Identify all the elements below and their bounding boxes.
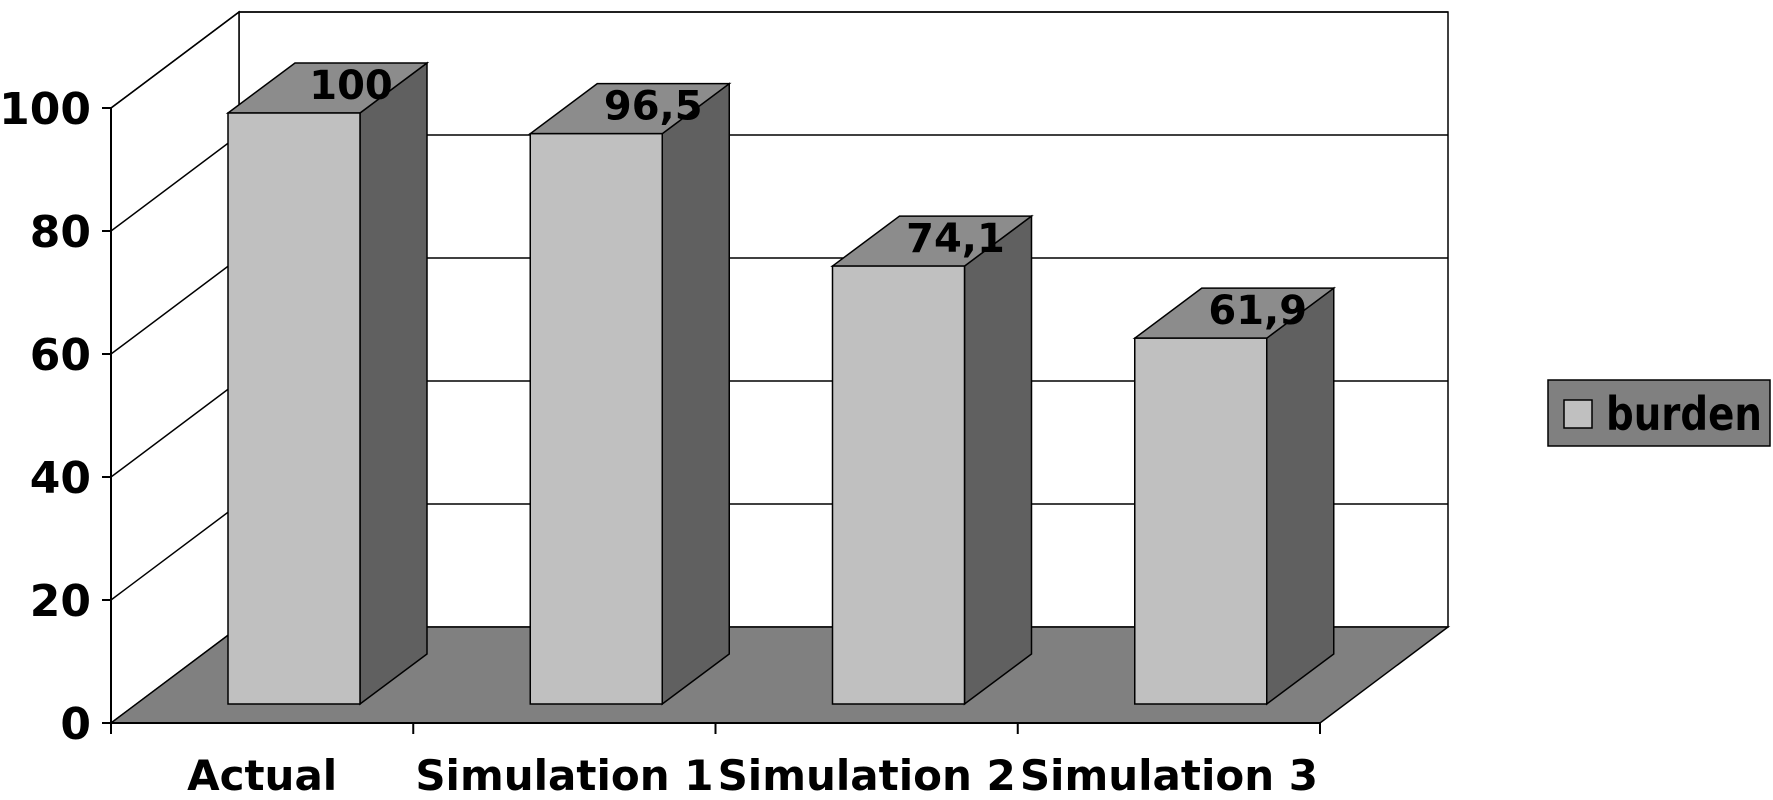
labels: 0 20 40 60 80 100 100 Actual 96,5 Simulation 1 74,… [0,63,1318,800]
bar-1 [529,132,663,705]
data-label-1: 96,5 [604,84,703,130]
side-wall [110,10,240,725]
y-tick-label-80: 80 [30,207,91,258]
legend-swatch-burden [1563,399,1593,429]
bar-side-0 [359,61,428,706]
bar-side-1 [661,82,730,706]
bars [225,61,1337,706]
data-label-3: 61,9 [1208,288,1307,334]
gridline-100 [110,11,1448,109]
category-label-1: Simulation 1 [415,751,713,800]
bar-2 [831,265,966,705]
bar-0 [227,112,361,705]
category-label-0: Actual [187,751,337,800]
bar-side-3 [1266,286,1335,706]
y-tick-label-20: 20 [30,576,91,627]
category-label-3: Simulation 3 [1020,751,1318,800]
bar-side-2 [963,214,1033,706]
data-label-0: 100 [309,63,393,109]
legend-label-burden: burden [1606,387,1762,441]
y-tick-label-0: 0 [60,699,91,750]
category-label-2: Simulation 2 [718,751,1016,800]
bar-3 [1134,337,1268,705]
y-tick-label-60: 60 [30,330,91,381]
data-label-2: 74,1 [906,216,1005,262]
legend: burden [1547,379,1771,447]
y-tick-label-40: 40 [30,453,91,504]
y-tick-label-100: 100 [0,84,91,135]
axes [102,107,1321,734]
